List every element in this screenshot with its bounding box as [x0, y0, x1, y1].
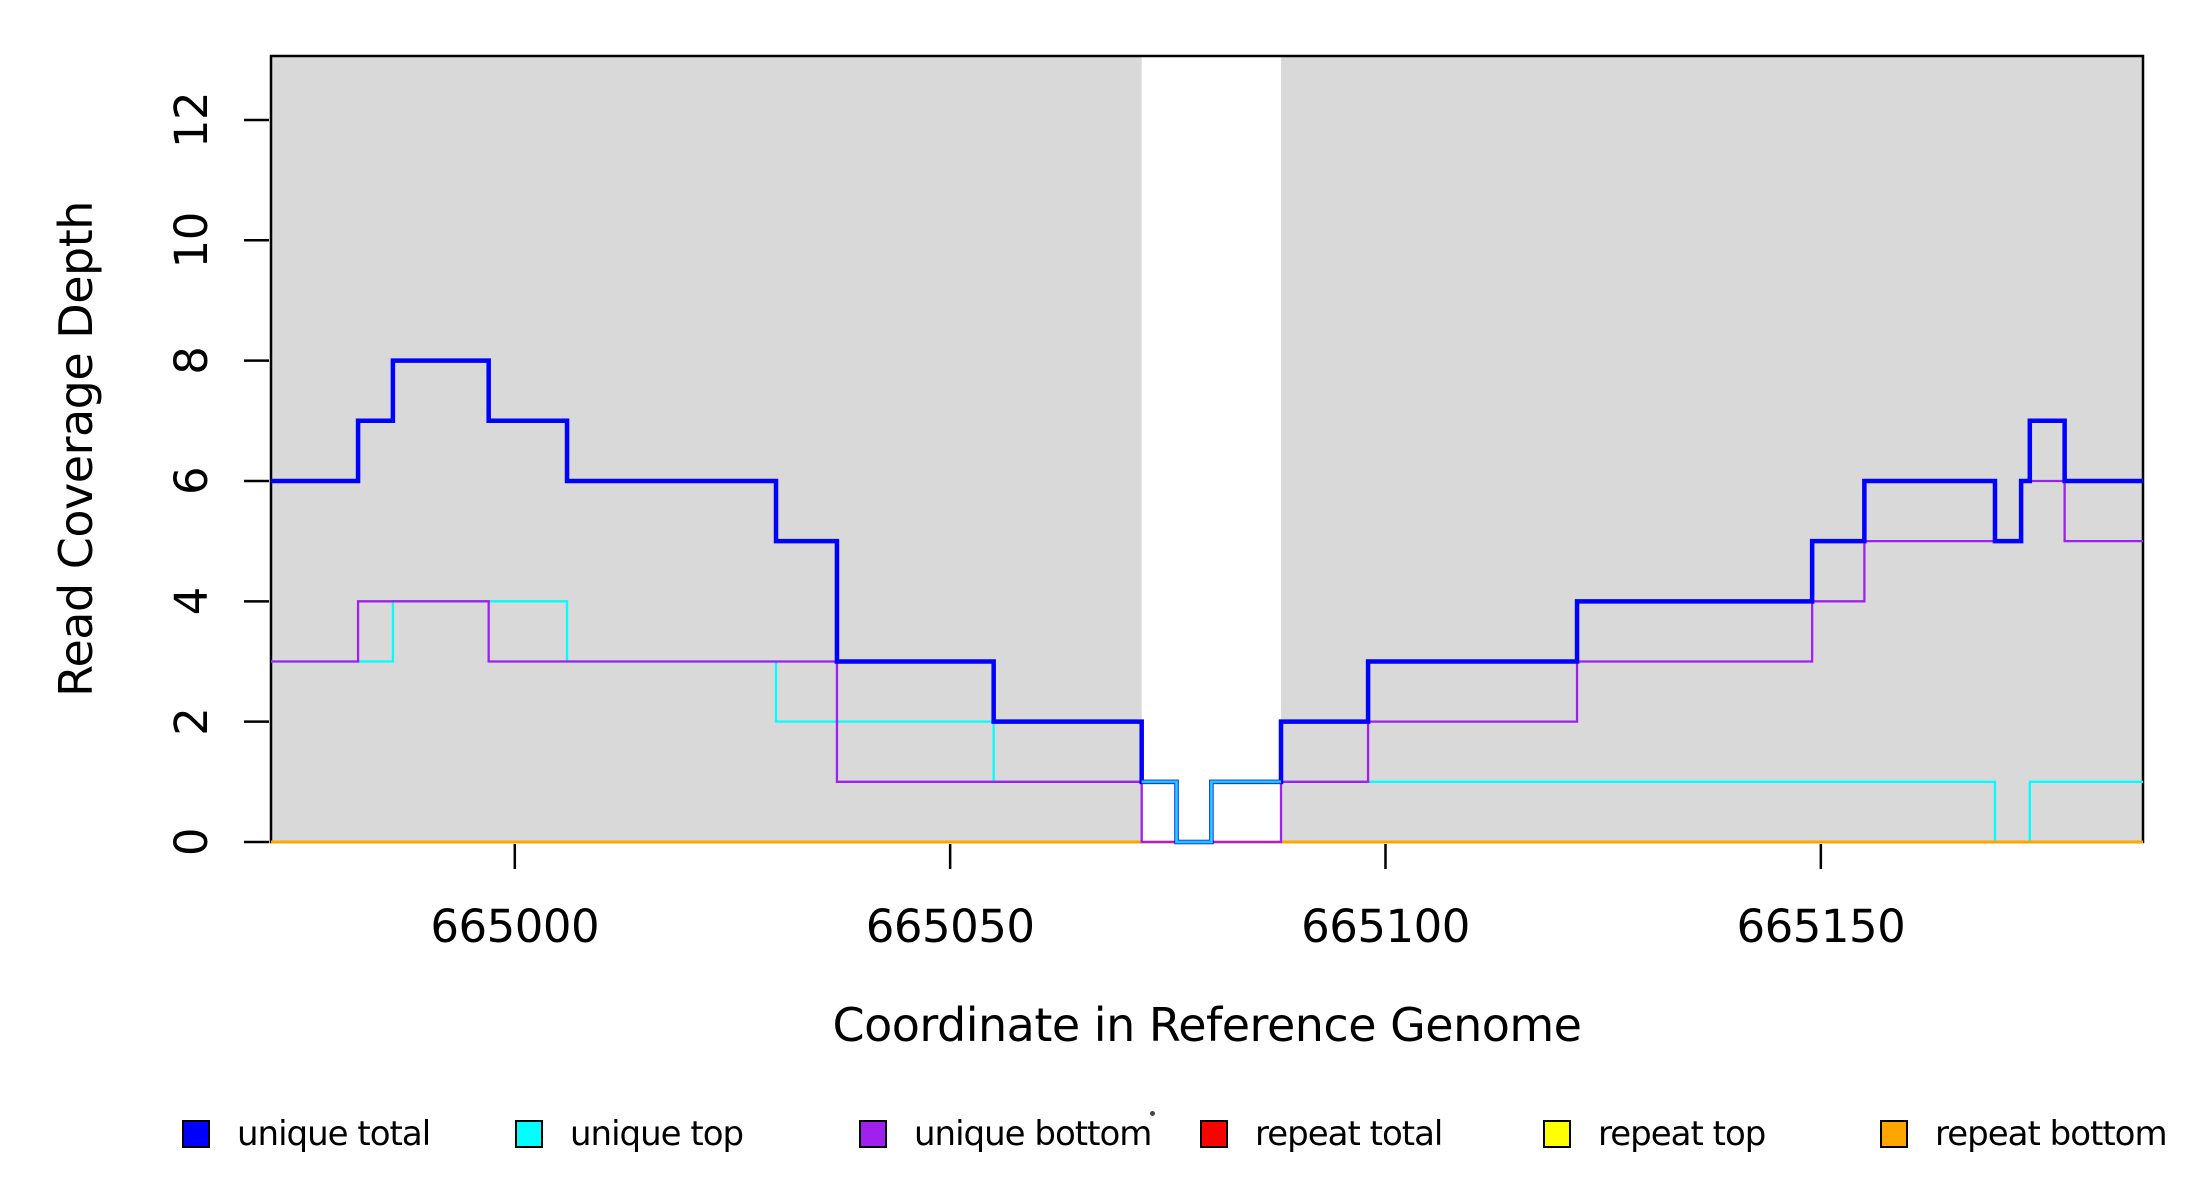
y-tick-label: 4 [165, 587, 218, 615]
y-tick-label: 10 [165, 212, 218, 268]
y-tick-label: 2 [165, 708, 218, 736]
legend-swatch-repeat-top [1543, 1120, 1571, 1148]
legend-swatch-unique-top [515, 1120, 543, 1148]
legend: unique total unique top unique bottom repea… [0, 0, 2200, 1154]
x-tick-label: 665000 [430, 900, 599, 953]
x-tick-label: 665050 [866, 900, 1035, 953]
shaded-gray-region [1281, 56, 2143, 842]
legend-swatch-unique-total [182, 1120, 210, 1148]
blue-cyan-overlap-core [1141, 781, 1282, 843]
legend-label: unique total [237, 1114, 431, 1154]
legend-label: unique top [570, 1114, 744, 1154]
y-tick-label: 8 [165, 347, 218, 375]
y-tick-label: 0 [165, 828, 218, 856]
y-tick-label: 12 [165, 92, 218, 148]
legend-swatch-unique-bottom [859, 1120, 887, 1148]
legend-label: repeat total [1255, 1114, 1443, 1154]
x-tick-label: 665150 [1736, 900, 1905, 953]
legend-label: repeat bottom [1935, 1114, 2168, 1154]
shaded-gray-region [271, 56, 1142, 842]
y-axis-title: Read Coverage Depth [49, 201, 103, 697]
legend-swatch-repeat-bottom [1880, 1120, 1908, 1148]
legend-label: repeat top [1598, 1114, 1766, 1154]
legend-swatch-repeat-total [1200, 1120, 1228, 1148]
stray-dot-artifact [1150, 1111, 1155, 1116]
y-tick-label: 6 [165, 467, 218, 495]
x-axis-title: Coordinate in Reference Genome [833, 998, 1582, 1052]
x-tick-label: 665100 [1301, 900, 1470, 953]
legend-label: unique bottom [914, 1114, 1152, 1154]
